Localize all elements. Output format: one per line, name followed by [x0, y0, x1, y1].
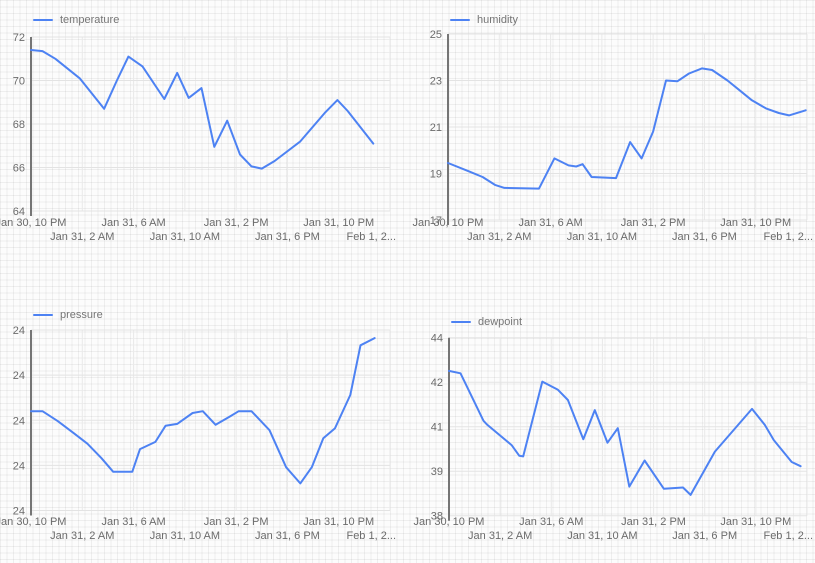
dewpoint-y-tick-label: 44: [431, 333, 443, 345]
dewpoint-x-tick-labels: Jan 30, 10 PM Jan 31, 2 AM Jan 31, 6 AM Jan…: [414, 516, 813, 542]
dewpoint-x-tick-label: Jan 30, 10 PM: [414, 516, 485, 528]
temperature-x-tick-label: Jan 31, 10 PM: [303, 217, 374, 229]
temperature-y-gridlines: 72 70 68 66 64: [13, 32, 390, 218]
pressure-y-tick-label: 24: [13, 325, 25, 337]
temperature-y-tick-label: 64: [13, 206, 25, 218]
pressure-x-tick-label: Jan 31, 10 AM: [150, 530, 220, 542]
legend-dewpoint: dewpoint: [451, 315, 522, 329]
pressure-x-tick-label: Jan 31, 10 PM: [303, 516, 374, 528]
pressure-series-line[interactable]: [30, 337, 376, 485]
pressure-y-tick-label: 24: [13, 460, 25, 472]
humidity-legend-label: humidity: [477, 14, 518, 26]
pressure-legend-label: pressure: [60, 309, 103, 321]
humidity-x-tick-label: Feb 1, 2...: [763, 231, 813, 243]
temperature-x-tick-label: Jan 31, 6 AM: [101, 217, 165, 229]
dewpoint-legend-label: dewpoint: [478, 316, 523, 328]
pressure-y-gridlines: 24 24 24 24 24: [13, 325, 390, 518]
humidity-y-tick-label: 17: [430, 215, 442, 227]
dewpoint-x-tick-label: Jan 31, 10 AM: [567, 530, 637, 542]
pressure-x-tick-label: Jan 31, 2 PM: [204, 516, 269, 528]
pressure-x-tick-label: Jan 31, 6 PM: [255, 530, 320, 542]
temperature-x-tick-labels: Jan 30, 10 PM Jan 31, 2 AM Jan 31, 6 AM Jan…: [0, 217, 396, 243]
dewpoint-x-tick-label: Jan 31, 2 PM: [621, 516, 686, 528]
dewpoint-x-tick-label: Jan 31, 6 PM: [672, 530, 737, 542]
pressure-x-tick-label: Jan 31, 6 AM: [101, 516, 165, 528]
dewpoint-y-tick-label: 38: [431, 511, 443, 523]
dewpoint-series-line[interactable]: [448, 369, 802, 496]
temperature-y-tick-label: 72: [13, 32, 25, 44]
humidity-y-tick-label: 25: [430, 29, 442, 41]
dewpoint-y-gridlines: 44 42 41 39 38: [431, 333, 807, 523]
pressure-y-tick-label: 24: [13, 506, 25, 518]
pressure-x-tick-label: Jan 31, 2 AM: [50, 530, 114, 542]
dewpoint-y-tick-label: 39: [431, 466, 443, 478]
humidity-series-line[interactable]: [447, 67, 807, 190]
temperature-y-tick-label: 70: [13, 76, 25, 88]
dewpoint-y-tick-label: 42: [431, 377, 443, 389]
legend-temperature: temperature: [33, 13, 119, 27]
humidity-legend-swatch-icon: [450, 18, 470, 22]
pressure-x-tick-label: Jan 30, 10 PM: [0, 516, 66, 528]
dewpoint-x-tick-label: Jan 31, 10 PM: [720, 516, 791, 528]
humidity-y-tick-label: 23: [430, 76, 442, 88]
pressure-y-tick-label: 24: [13, 370, 25, 382]
temperature-legend-label: temperature: [60, 14, 120, 26]
temperature-series-line[interactable]: [30, 49, 375, 170]
pressure-x-tick-label: Feb 1, 2...: [346, 530, 396, 542]
dewpoint-x-tick-label: Feb 1, 2...: [763, 530, 813, 542]
pressure-legend-swatch-icon: [33, 313, 53, 317]
temperature-y-tick-label: 68: [13, 119, 25, 131]
temperature-x-tick-label: Jan 30, 10 PM: [0, 217, 66, 229]
humidity-x-tick-label: Jan 31, 10 AM: [567, 231, 637, 243]
temperature-y-tick-label: 66: [13, 163, 25, 175]
legend-pressure: pressure: [33, 308, 103, 322]
temperature-x-tick-label: Jan 31, 2 PM: [204, 217, 269, 229]
humidity-x-tick-label: Jan 31, 6 AM: [518, 217, 582, 229]
temperature-legend-swatch-icon: [33, 18, 53, 22]
humidity-x-tick-label: Jan 31, 6 PM: [672, 231, 737, 243]
legend-humidity: humidity: [450, 13, 518, 27]
humidity-x-tick-label: Jan 31, 2 AM: [467, 231, 531, 243]
temperature-x-tick-label: Feb 1, 2...: [346, 231, 396, 243]
humidity-x-tick-label: Jan 31, 10 PM: [720, 217, 791, 229]
temperature-x-tick-label: Jan 31, 6 PM: [255, 231, 320, 243]
dewpoint-legend-swatch-icon: [451, 320, 471, 324]
humidity-y-gridlines: 25 23 21 19 17: [430, 29, 807, 227]
dewpoint-y-tick-label: 41: [431, 422, 443, 434]
pressure-x-tick-labels: Jan 30, 10 PM Jan 31, 2 AM Jan 31, 6 AM Jan…: [0, 516, 396, 542]
dewpoint-x-tick-label: Jan 31, 2 AM: [468, 530, 532, 542]
dewpoint-x-tick-label: Jan 31, 6 AM: [519, 516, 583, 528]
humidity-x-tick-label: Jan 31, 2 PM: [621, 217, 686, 229]
pressure-y-tick-label: 24: [13, 415, 25, 427]
humidity-y-tick-label: 19: [430, 169, 442, 181]
humidity-y-tick-label: 21: [430, 122, 442, 134]
temperature-x-tick-label: Jan 31, 10 AM: [150, 231, 220, 243]
temperature-x-tick-label: Jan 31, 2 AM: [50, 231, 114, 243]
